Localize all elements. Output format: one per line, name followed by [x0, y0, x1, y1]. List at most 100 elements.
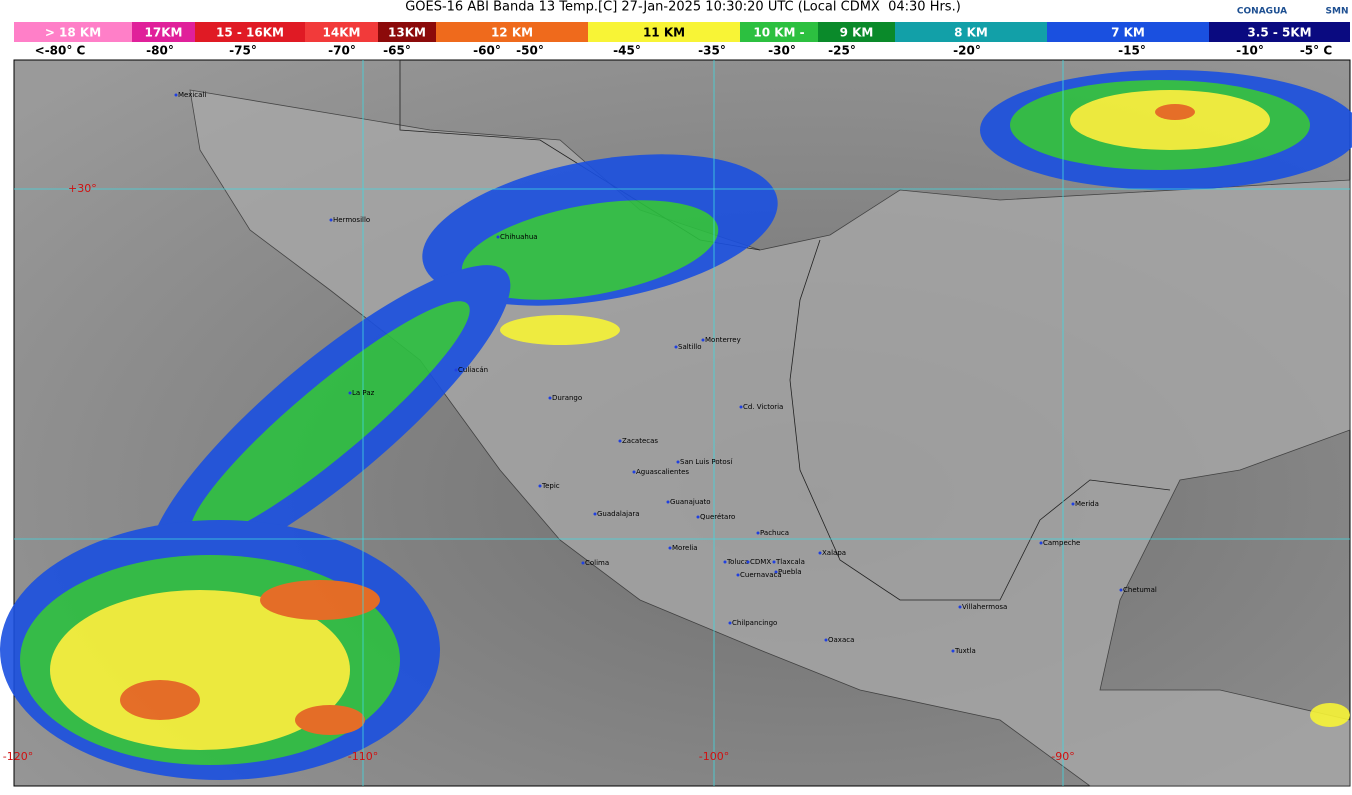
- temperature-label: -60°: [473, 44, 501, 58]
- city-marker: [496, 235, 500, 239]
- legend-swatch: [818, 22, 895, 42]
- city-marker: [174, 93, 178, 97]
- city-marker: [818, 551, 822, 555]
- city-label: Aguascalientes: [636, 468, 689, 476]
- city-label: La Paz: [352, 389, 375, 397]
- city-label: Cd. Victoria: [743, 403, 783, 411]
- city-marker: [329, 218, 333, 222]
- city-label: San Luis Potosí: [680, 458, 733, 466]
- city-marker: [728, 621, 732, 625]
- legend-swatch: [195, 22, 305, 42]
- city-marker: [772, 560, 776, 564]
- city-label: Chihuahua: [500, 233, 538, 241]
- city-label: Tlaxcala: [775, 558, 805, 566]
- temperature-label: -65°: [383, 44, 411, 58]
- grid-label: -90°: [1051, 750, 1074, 763]
- temperature-label: -15°: [1118, 44, 1146, 58]
- city-label: Chetumal: [1123, 586, 1157, 594]
- city-marker: [666, 500, 670, 504]
- temperature-label: -35°: [698, 44, 726, 58]
- legend-swatch: [740, 22, 818, 42]
- city-marker: [951, 649, 955, 653]
- city-label: Tepic: [541, 482, 560, 490]
- temperature-label: -50°: [516, 44, 544, 58]
- city-marker: [548, 396, 552, 400]
- city-marker: [701, 338, 705, 342]
- legend-swatch: [1047, 22, 1209, 42]
- city-label: Chilpancingo: [732, 619, 777, 627]
- city-label: CDMX: [750, 558, 771, 566]
- temperature-label: -45°: [613, 44, 641, 58]
- city-label: Zacatecas: [622, 437, 658, 445]
- temperature-label: -80°: [146, 44, 174, 58]
- city-label: Saltillo: [678, 343, 702, 351]
- legend-label: 3.5 - 5KM: [1247, 26, 1311, 40]
- city-label: Pachuca: [760, 529, 789, 537]
- city-label: Guadalajara: [597, 510, 640, 518]
- grid-label: -110°: [348, 750, 378, 763]
- legend-swatch: [14, 22, 132, 42]
- legend-swatch: [436, 22, 588, 42]
- city-label: Guanajuato: [670, 498, 711, 506]
- city-marker: [538, 484, 542, 488]
- city-marker: [1119, 588, 1123, 592]
- legend-swatch: [132, 22, 195, 42]
- city-marker: [756, 531, 760, 535]
- city-marker: [774, 570, 778, 574]
- city-label: Querétaro: [700, 513, 735, 521]
- city-label: Puebla: [778, 568, 802, 576]
- legend-label: > 18 KM: [45, 26, 101, 40]
- city-marker: [824, 638, 828, 642]
- title: GOES-16 ABI Banda 13 Temp.[C] 27-Jan-202…: [405, 0, 961, 15]
- city-label: Cuernavaca: [740, 571, 782, 579]
- logo: SMN: [1326, 7, 1349, 17]
- city-marker: [696, 515, 700, 519]
- legend-label: 10 KM -: [753, 26, 804, 40]
- map: Mexicali Hermosillo Chihuahua Culiacán La Pa…: [0, 59, 1352, 787]
- city-label: Tuxtla: [954, 647, 976, 655]
- city-marker: [746, 560, 750, 564]
- legend-swatch: [895, 22, 1047, 42]
- temperature-label: <-80° C: [35, 44, 86, 58]
- city-marker: [454, 368, 458, 372]
- city-marker: [958, 605, 962, 609]
- legend-label: 17KM: [145, 26, 183, 40]
- legend-label: 9 KM: [840, 26, 874, 40]
- grid-label: -100°: [699, 750, 729, 763]
- temperature-label: -75°: [229, 44, 257, 58]
- city-marker: [632, 470, 636, 474]
- legend-label: 11 KM: [643, 26, 685, 40]
- legend-swatch: [588, 22, 740, 42]
- logo: CONAGUA: [1237, 7, 1287, 17]
- grid-label: +30°: [68, 182, 97, 195]
- city-marker: [618, 439, 622, 443]
- temperature-label: -20°: [953, 44, 981, 58]
- city-marker: [723, 560, 727, 564]
- city-label: Morelia: [672, 544, 698, 552]
- city-label: Campeche: [1043, 539, 1080, 547]
- temperature-label: -5° C: [1300, 44, 1333, 58]
- temperature-label: -70°: [328, 44, 356, 58]
- legend-swatch: [1209, 22, 1350, 42]
- city-label: Merida: [1075, 500, 1099, 508]
- legend-label: 14KM: [323, 26, 361, 40]
- city-marker: [348, 391, 352, 395]
- city-label: Toluca: [726, 558, 749, 566]
- city-label: Xalapa: [822, 549, 846, 557]
- city-label: Colima: [585, 559, 609, 567]
- city-label: Hermosillo: [333, 216, 370, 224]
- city-marker: [736, 573, 740, 577]
- city-marker: [676, 460, 680, 464]
- city-label: Durango: [552, 394, 582, 402]
- city-label: Culiacán: [458, 366, 488, 374]
- temperature-label: -25°: [828, 44, 856, 58]
- city-marker: [1071, 502, 1075, 506]
- legend-label: 15 - 16KM: [216, 26, 284, 40]
- city-label: Mexicali: [178, 91, 206, 99]
- legend-label: 13KM: [388, 26, 426, 40]
- temperature-label: -30°: [768, 44, 796, 58]
- city-label: Oaxaca: [828, 636, 854, 644]
- city-label: Monterrey: [705, 336, 741, 344]
- legend-label: 12 KM: [491, 26, 533, 40]
